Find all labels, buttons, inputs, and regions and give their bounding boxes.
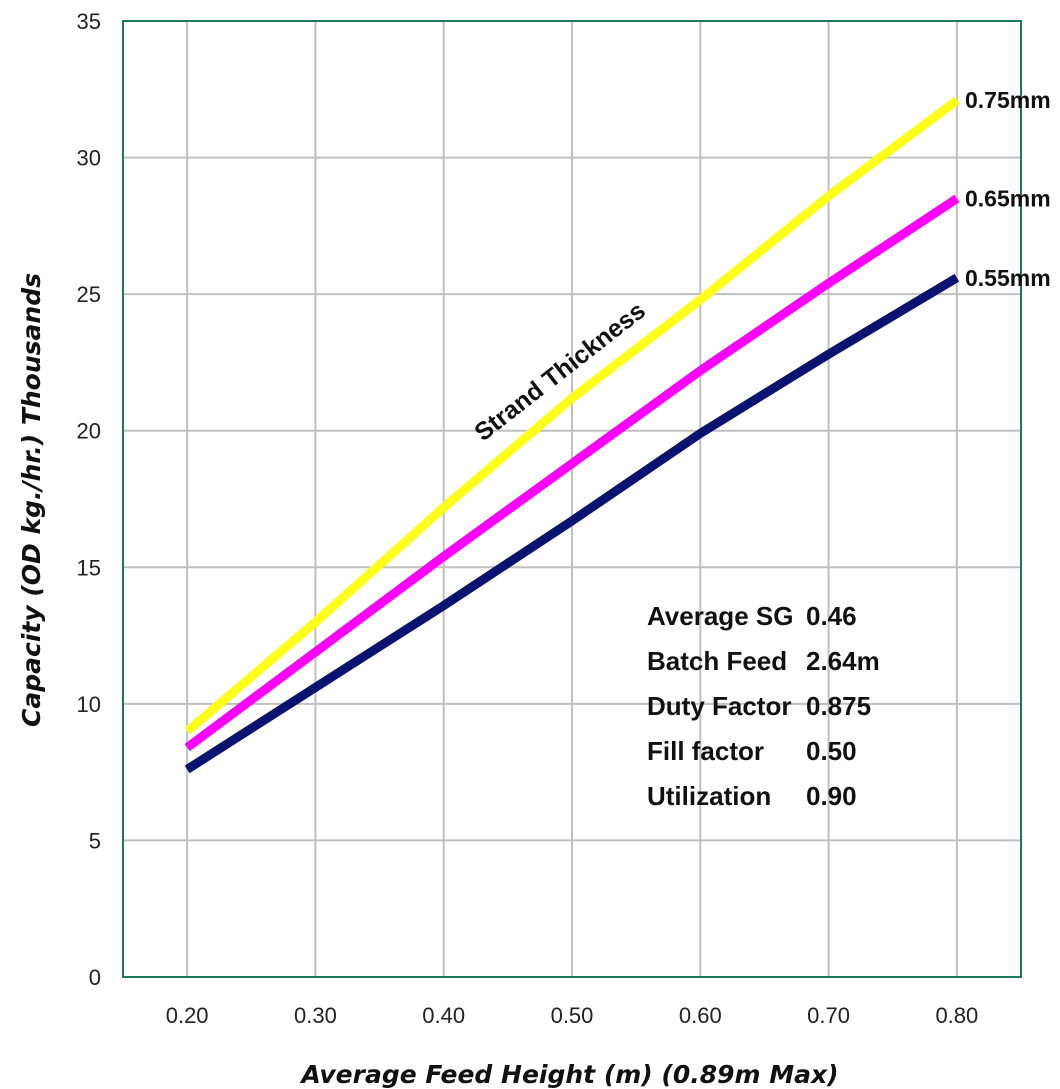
param-value: 0.875 (806, 691, 871, 721)
param-value: 0.90 (806, 781, 857, 811)
y-tick-label: 0 (89, 965, 101, 990)
y-axis-title: Capacity (OD kg./hr.) Thousands (17, 273, 46, 727)
param-label: Average SG (647, 601, 793, 631)
param-label: Fill factor (647, 736, 764, 766)
y-tick-label: 20 (77, 419, 101, 444)
x-tick-label: 0.30 (294, 1003, 337, 1028)
x-axis-title: Average Feed Height (m) (0.89m Max) (299, 1060, 838, 1089)
param-label: Batch Feed (647, 646, 787, 676)
x-tick-label: 0.40 (422, 1003, 465, 1028)
x-tick-label: 0.80 (935, 1003, 978, 1028)
y-tick-label: 15 (77, 555, 101, 580)
y-tick-label: 5 (89, 828, 101, 853)
y-tick-label: 30 (77, 146, 101, 171)
x-tick-label: 0.60 (679, 1003, 722, 1028)
x-tick-label: 0.50 (551, 1003, 594, 1028)
tick-layer: 0.20 0.30 0.40 0.50 0.60 0.70 0.80 0 5 10 15 20 25 30… (77, 9, 979, 1028)
y-tick-label: 10 (77, 692, 101, 717)
y-tick-label: 25 (77, 282, 101, 307)
y-tick-label: 35 (77, 9, 101, 34)
param-value: 0.46 (806, 601, 857, 631)
grid-layer (123, 21, 1021, 977)
series-label: 0.65mm (965, 186, 1051, 212)
param-value: 2.64m (806, 646, 880, 676)
label-layer: 0.75mm 0.65mm 0.55mm (965, 87, 1051, 291)
series-label: 0.55mm (965, 265, 1051, 291)
parameters-table: Average SG 0.46 Batch Feed 2.64m Duty Fa… (647, 601, 880, 811)
param-value: 0.50 (806, 736, 857, 766)
param-label: Utilization (647, 781, 771, 811)
param-label: Duty Factor (647, 691, 791, 721)
x-tick-label: 0.20 (166, 1003, 209, 1028)
x-tick-label: 0.70 (807, 1003, 850, 1028)
series-label: 0.75mm (965, 87, 1051, 113)
